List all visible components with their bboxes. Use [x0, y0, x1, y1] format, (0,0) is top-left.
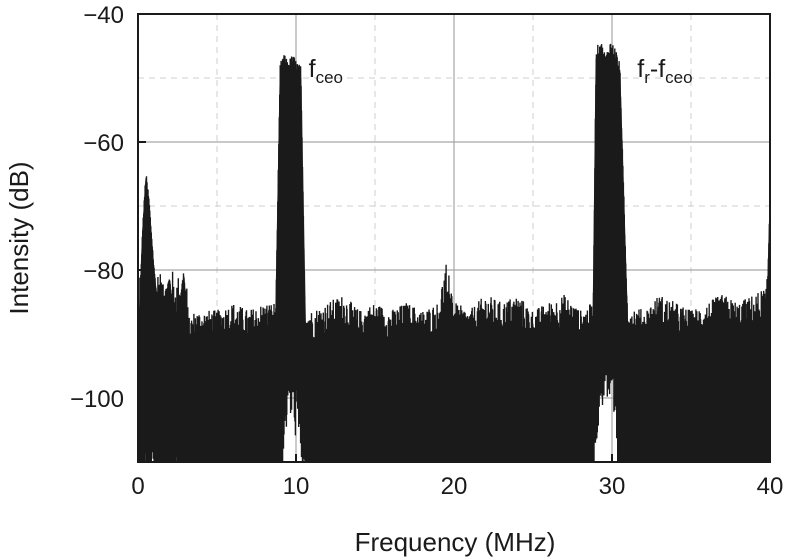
axis-ticks: 0 10 20 30 40 −40 −60 −80 −100	[70, 2, 783, 500]
annotation-label: fr-fceo	[637, 55, 692, 87]
annotations: fceo fr-fceo	[309, 55, 693, 87]
y-tick-label: −40	[83, 2, 124, 29]
annotation-label: fceo	[309, 55, 343, 87]
x-tick-label: 40	[757, 473, 784, 500]
y-axis-title: Intensity (dB)	[4, 161, 34, 314]
y-tick-label: −60	[83, 130, 124, 157]
x-tick-label: 30	[599, 473, 626, 500]
x-tick-label: 0	[131, 473, 144, 500]
y-tick-label: −80	[83, 258, 124, 285]
y-tick-label: −100	[70, 386, 124, 413]
x-tick-label: 10	[283, 473, 310, 500]
series-trace	[137, 43, 771, 462]
x-tick-label: 20	[441, 473, 468, 500]
x-axis-title: Frequency (MHz)	[355, 527, 556, 557]
series-envelope-path	[137, 51, 771, 354]
series-trace-group	[137, 43, 771, 462]
